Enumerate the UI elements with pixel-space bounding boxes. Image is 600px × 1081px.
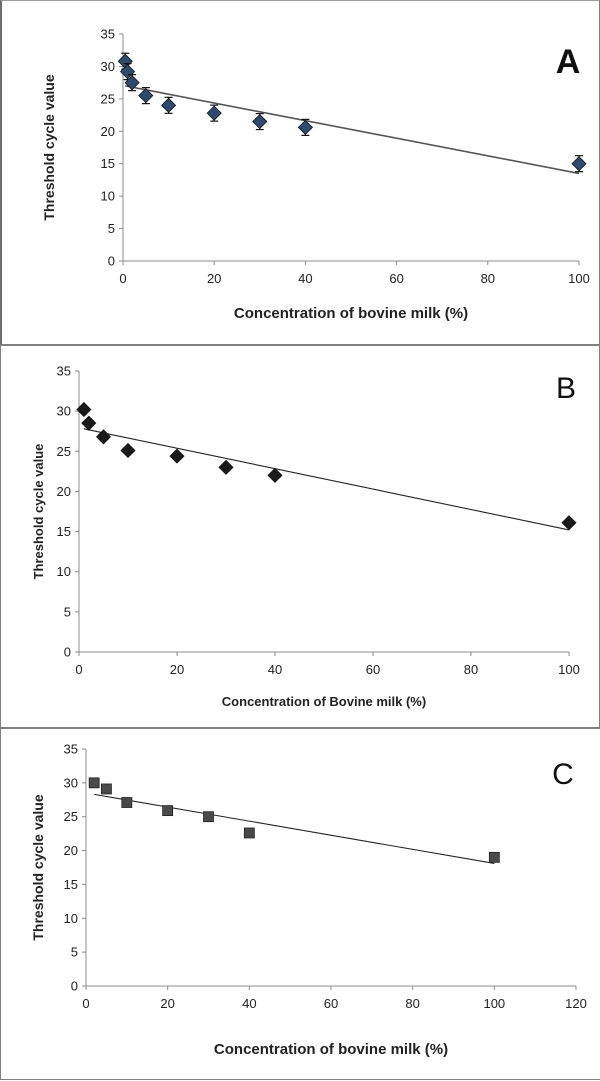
y-tick-label-c: 15 xyxy=(64,877,78,892)
x-tick-label-c: 40 xyxy=(242,996,256,1011)
data-point-a xyxy=(297,119,313,135)
x-tick-label-a: 60 xyxy=(389,271,403,286)
y-tick-label-c: 25 xyxy=(64,809,78,824)
data-point-b xyxy=(76,401,92,418)
y-tick-label-c: 30 xyxy=(64,775,78,790)
y-tick-label-b: 5 xyxy=(64,604,71,619)
chart-panel-a: 0 5 10 15 20 25 30 35 0 20 40 60 80 100 Concentration … xyxy=(0,0,600,345)
data-point-a xyxy=(571,156,587,172)
data-point-b xyxy=(218,459,234,475)
data-point-b xyxy=(561,515,577,531)
x-tick-label-a: 40 xyxy=(298,271,312,286)
y-tick-label-b: 30 xyxy=(57,404,71,419)
chart-a-svg: 0 5 10 15 20 25 30 35 0 20 40 60 80 100 Concentration … xyxy=(41,27,590,323)
y-tick-label-a: 10 xyxy=(101,189,115,204)
data-point-c xyxy=(121,797,133,808)
y-tick-label-a: 30 xyxy=(101,59,115,74)
y-axis-label-c: Threshold cycle value xyxy=(30,794,46,940)
trendline-a xyxy=(125,85,580,175)
y-tick-label-c: 5 xyxy=(71,945,78,960)
x-axis-label-c: Concentration of bovine milk (%) xyxy=(214,1041,448,1058)
x-tick-label-c: 120 xyxy=(565,996,587,1011)
x-tick-label-b: 100 xyxy=(558,662,580,677)
x-axis-label-a: Concentration of bovine milk (%) xyxy=(234,305,468,322)
data-point-c xyxy=(243,827,255,839)
y-tick-label-c: 10 xyxy=(64,911,78,926)
data-point-b xyxy=(169,448,185,464)
data-point-c xyxy=(88,777,100,789)
x-tick-label-a: 20 xyxy=(207,271,221,286)
chart-panel-b: 0 5 10 15 20 25 30 35 0 20 40 60 80 100 Concentration … xyxy=(0,345,600,728)
data-point-a xyxy=(206,105,222,121)
panel-letter-c: C xyxy=(552,758,574,791)
x-tick-label-c: 0 xyxy=(82,996,89,1011)
data-point-a xyxy=(124,75,140,91)
data-point-b xyxy=(120,442,136,459)
x-axis-label-b: Concentration of Bovine milk (%) xyxy=(222,694,426,709)
y-axis-label-a: Threshold cycle value xyxy=(41,74,57,220)
y-tick-label-a: 25 xyxy=(101,91,115,106)
x-tick-label-a: 80 xyxy=(481,271,495,286)
y-tick-label-a: 35 xyxy=(101,27,115,42)
x-tick-label-c: 60 xyxy=(324,996,338,1011)
y-tick-label-b: 10 xyxy=(57,564,71,579)
data-point-c xyxy=(162,805,174,817)
y-tick-label-b: 25 xyxy=(57,444,71,459)
chart-panel-c: 0 5 10 15 20 25 30 35 0 20 40 60 80 100 120 Concentrati… xyxy=(0,728,600,1080)
x-tick-label-a: 0 xyxy=(119,271,126,286)
x-tick-label-b: 40 xyxy=(268,662,282,677)
x-tick-label-c: 20 xyxy=(160,996,174,1011)
y-tick-label-a: 5 xyxy=(108,221,115,236)
chart-c-svg: 0 5 10 15 20 25 30 35 0 20 40 60 80 100 120 Concentrati… xyxy=(30,742,587,1059)
y-tick-label-b: 15 xyxy=(57,524,71,539)
trendline-b xyxy=(83,428,570,531)
y-axis-label-b: Threshold cycle value xyxy=(31,444,46,580)
x-tick-label-a: 100 xyxy=(568,271,590,286)
data-point-c xyxy=(488,851,500,863)
data-point-b xyxy=(267,467,283,483)
chart-b-svg: 0 5 10 15 20 25 30 35 0 20 40 60 80 100 Concentration … xyxy=(31,364,580,710)
panel-letter-b: B xyxy=(556,372,576,405)
data-point-a xyxy=(138,88,154,104)
y-tick-label-c: 35 xyxy=(64,742,78,757)
y-tick-label-a: 15 xyxy=(101,156,115,171)
x-tick-label-c: 80 xyxy=(405,996,419,1011)
y-tick-label-c: 0 xyxy=(71,979,78,994)
y-tick-label-b: 0 xyxy=(64,645,71,660)
y-tick-label-a: 0 xyxy=(108,254,115,269)
x-tick-label-b: 0 xyxy=(75,662,82,677)
x-tick-label-c: 100 xyxy=(483,996,505,1011)
y-tick-label-a: 20 xyxy=(101,124,115,139)
x-tick-label-b: 60 xyxy=(366,662,380,677)
trendline-c xyxy=(94,793,495,864)
data-point-a xyxy=(252,113,268,130)
y-tick-label-b: 20 xyxy=(57,484,71,499)
y-tick-label-b: 35 xyxy=(57,364,71,379)
data-point-a xyxy=(161,97,177,113)
data-point-b xyxy=(81,415,97,431)
panel-letter-a: A xyxy=(556,43,581,81)
x-tick-label-b: 20 xyxy=(170,662,184,677)
y-tick-label-c: 20 xyxy=(64,843,78,858)
x-tick-label-b: 80 xyxy=(464,662,478,677)
data-point-c xyxy=(101,783,112,795)
data-point-b xyxy=(95,429,112,445)
data-point-c xyxy=(203,811,214,823)
